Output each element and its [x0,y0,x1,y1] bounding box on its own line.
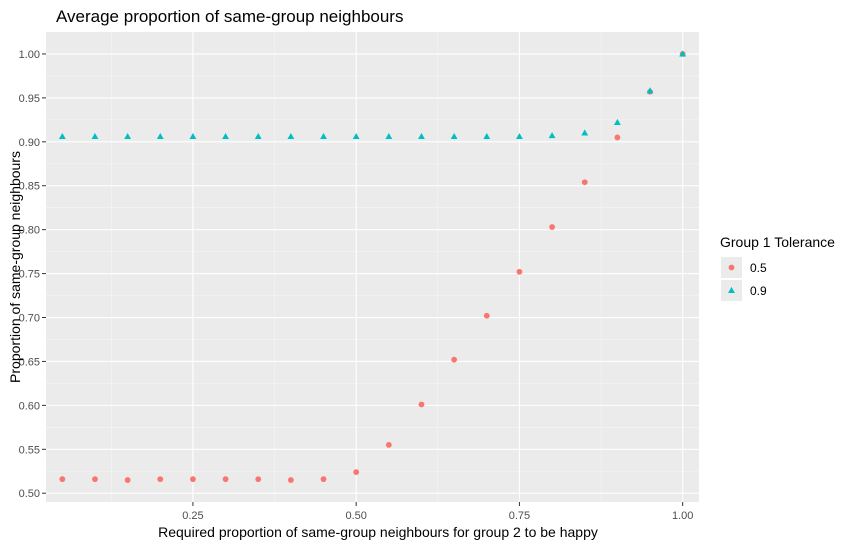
y-tick-label: 0.90 [19,137,40,149]
point-triangle [483,132,491,140]
point-triangle [124,132,132,140]
legend-key-marker [728,286,735,294]
data-points [58,50,687,483]
series-0.9 [58,50,687,140]
y-tick-label: 0.85 [19,181,40,193]
grid-lines [46,32,699,502]
point-circle [222,476,229,483]
y-tick-label: 0.60 [19,400,40,412]
y-tick-label: 0.80 [19,225,40,237]
point-circle [483,312,490,319]
point-triangle [156,132,164,140]
point-circle [614,134,621,141]
x-tick-label: 1.00 [672,510,693,522]
point-circle [287,477,294,483]
point-triangle [613,118,621,126]
point-triangle [58,132,66,140]
y-tick-label: 0.70 [19,313,40,325]
point-circle [353,469,360,476]
point-circle [581,179,588,186]
y-axis-title: Proportion of same-group neighbours [7,151,23,383]
point-triangle [581,129,589,136]
point-circle [190,476,196,483]
point-triangle [450,132,458,140]
y-tick-label: 0.50 [19,488,40,500]
legend: Group 1 Tolerance 0.5 0.9 [720,234,835,301]
point-triangle [418,132,425,140]
point-triangle [385,132,393,140]
point-triangle [320,132,327,140]
legend-label: 0.9 [750,284,767,298]
point-triangle [287,132,295,140]
point-circle [124,477,131,483]
point-circle [516,268,523,275]
point-circle [418,401,425,408]
x-axis: 0.25 0.50 0.75 1.00 [182,502,693,522]
point-circle [92,476,98,483]
y-tick-label: 0.65 [19,356,40,368]
point-triangle [254,132,262,140]
y-tick-label: 0.75 [19,269,40,281]
legend-title: Group 1 Tolerance [720,234,835,250]
x-tick-label: 0.25 [182,510,203,522]
legend-label: 0.5 [750,261,767,275]
point-triangle [189,132,197,140]
legend-key-marker [728,264,735,271]
point-circle [451,356,458,363]
point-circle [255,476,262,483]
point-triangle [548,132,556,139]
x-tick-label: 0.75 [509,510,530,522]
point-circle [385,441,392,448]
point-triangle [646,87,654,94]
point-triangle [352,132,360,140]
point-triangle [222,132,229,140]
point-circle [549,224,555,230]
point-circle [59,476,66,483]
y-axis: 0.50 0.55 0.60 0.65 0.70 0.75 0.80 0.85 0.90 0.95… [19,49,46,500]
point-triangle [516,132,523,140]
point-circle [320,476,327,483]
y-tick-label: 0.95 [19,93,40,105]
x-axis-title: Required proportion of same-group neighb… [158,524,598,540]
y-tick-label: 1.00 [19,49,40,61]
series-0.5 [59,51,686,483]
x-tick-label: 0.50 [345,510,366,522]
point-triangle [91,132,99,140]
plot-panel [46,32,699,502]
chart-title: Average proportion of same-group neighbo… [56,7,403,26]
point-circle [157,476,164,483]
y-tick-label: 0.55 [19,444,40,456]
point-triangle [679,50,687,57]
